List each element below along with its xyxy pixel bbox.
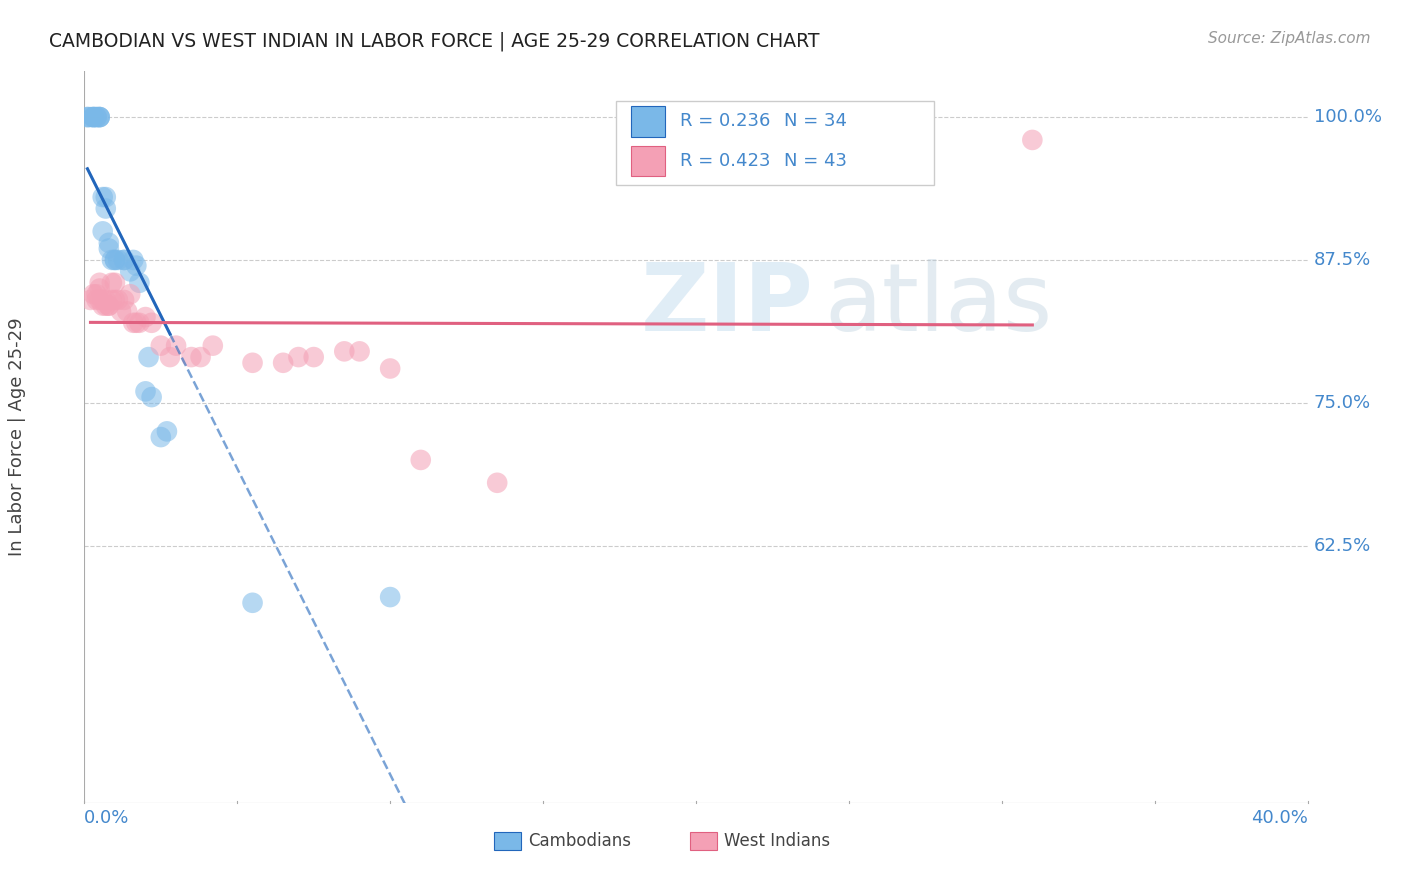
Point <box>86 110 108 124</box>
Bar <box>631 145 665 177</box>
Bar <box>690 832 717 850</box>
Point <box>128 316 150 330</box>
Point <box>122 252 145 267</box>
Point <box>79 293 101 307</box>
Point <box>486 475 509 490</box>
Point <box>79 110 101 124</box>
Point <box>89 293 111 307</box>
Bar <box>494 832 522 850</box>
Point <box>271 356 294 370</box>
Point <box>91 224 114 238</box>
Point <box>104 252 127 267</box>
Point <box>89 281 111 295</box>
Point <box>125 259 148 273</box>
Point <box>110 304 132 318</box>
Point <box>112 252 135 267</box>
Point <box>128 276 150 290</box>
Point <box>349 344 371 359</box>
Point <box>115 304 138 318</box>
Text: ZIP: ZIP <box>641 260 814 351</box>
Point <box>104 293 127 307</box>
Point <box>97 235 120 250</box>
Point <box>94 190 117 204</box>
Text: 62.5%: 62.5% <box>1313 537 1371 555</box>
Point <box>409 453 432 467</box>
Point <box>89 110 111 124</box>
Point <box>89 276 111 290</box>
Point <box>135 310 157 324</box>
Point <box>107 293 129 307</box>
Point <box>104 252 127 267</box>
Point <box>380 361 402 376</box>
Point <box>86 110 108 124</box>
Point <box>86 293 108 307</box>
Point <box>120 287 142 301</box>
Point <box>76 110 98 124</box>
Point <box>287 350 309 364</box>
Point <box>101 293 124 307</box>
Point <box>94 293 117 307</box>
Point <box>97 299 120 313</box>
Text: CAMBODIAN VS WEST INDIAN IN LABOR FORCE | AGE 25-29 CORRELATION CHART: CAMBODIAN VS WEST INDIAN IN LABOR FORCE … <box>49 31 820 51</box>
Text: In Labor Force | Age 25-29: In Labor Force | Age 25-29 <box>8 318 27 557</box>
Point <box>76 110 98 124</box>
Point <box>190 350 212 364</box>
Point <box>97 242 120 256</box>
Text: Cambodians: Cambodians <box>529 832 631 850</box>
Point <box>149 430 172 444</box>
Point <box>91 293 114 307</box>
Point <box>83 110 105 124</box>
Point <box>86 287 108 301</box>
Point <box>122 316 145 330</box>
Point <box>94 202 117 216</box>
Point <box>107 252 129 267</box>
Text: 40.0%: 40.0% <box>1251 808 1308 827</box>
Text: 87.5%: 87.5% <box>1313 251 1371 268</box>
FancyBboxPatch shape <box>616 101 935 185</box>
Point <box>91 190 114 204</box>
Point <box>101 276 124 290</box>
Point <box>89 110 111 124</box>
Point <box>125 316 148 330</box>
Point <box>112 252 135 267</box>
Point <box>165 338 187 352</box>
Text: 100.0%: 100.0% <box>1313 108 1382 126</box>
Point <box>149 338 172 352</box>
Point <box>333 344 356 359</box>
Point <box>112 293 135 307</box>
Text: 75.0%: 75.0% <box>1313 393 1371 412</box>
Point <box>89 110 111 124</box>
Point <box>91 299 114 313</box>
Point <box>302 350 325 364</box>
Point <box>242 596 264 610</box>
Point <box>156 425 179 439</box>
Point <box>138 350 160 364</box>
Point <box>201 338 224 352</box>
Text: West Indians: West Indians <box>724 832 830 850</box>
Point <box>83 110 105 124</box>
Point <box>120 264 142 278</box>
Point <box>104 276 127 290</box>
Text: N = 34: N = 34 <box>785 112 846 130</box>
Point <box>141 390 163 404</box>
Point <box>1021 133 1043 147</box>
Text: R = 0.236: R = 0.236 <box>681 112 770 130</box>
Point <box>83 110 105 124</box>
Point <box>180 350 202 364</box>
Text: N = 43: N = 43 <box>785 152 846 170</box>
Text: atlas: atlas <box>824 260 1053 351</box>
Point <box>159 350 181 364</box>
Point <box>242 356 264 370</box>
Point <box>94 299 117 313</box>
Text: R = 0.423: R = 0.423 <box>681 152 770 170</box>
Point <box>380 590 402 604</box>
Point <box>141 316 163 330</box>
Point <box>101 252 124 267</box>
Text: Source: ZipAtlas.com: Source: ZipAtlas.com <box>1208 31 1371 46</box>
Text: 0.0%: 0.0% <box>84 808 129 827</box>
Bar <box>631 106 665 136</box>
Point <box>135 384 157 399</box>
Point <box>97 299 120 313</box>
Point <box>83 287 105 301</box>
